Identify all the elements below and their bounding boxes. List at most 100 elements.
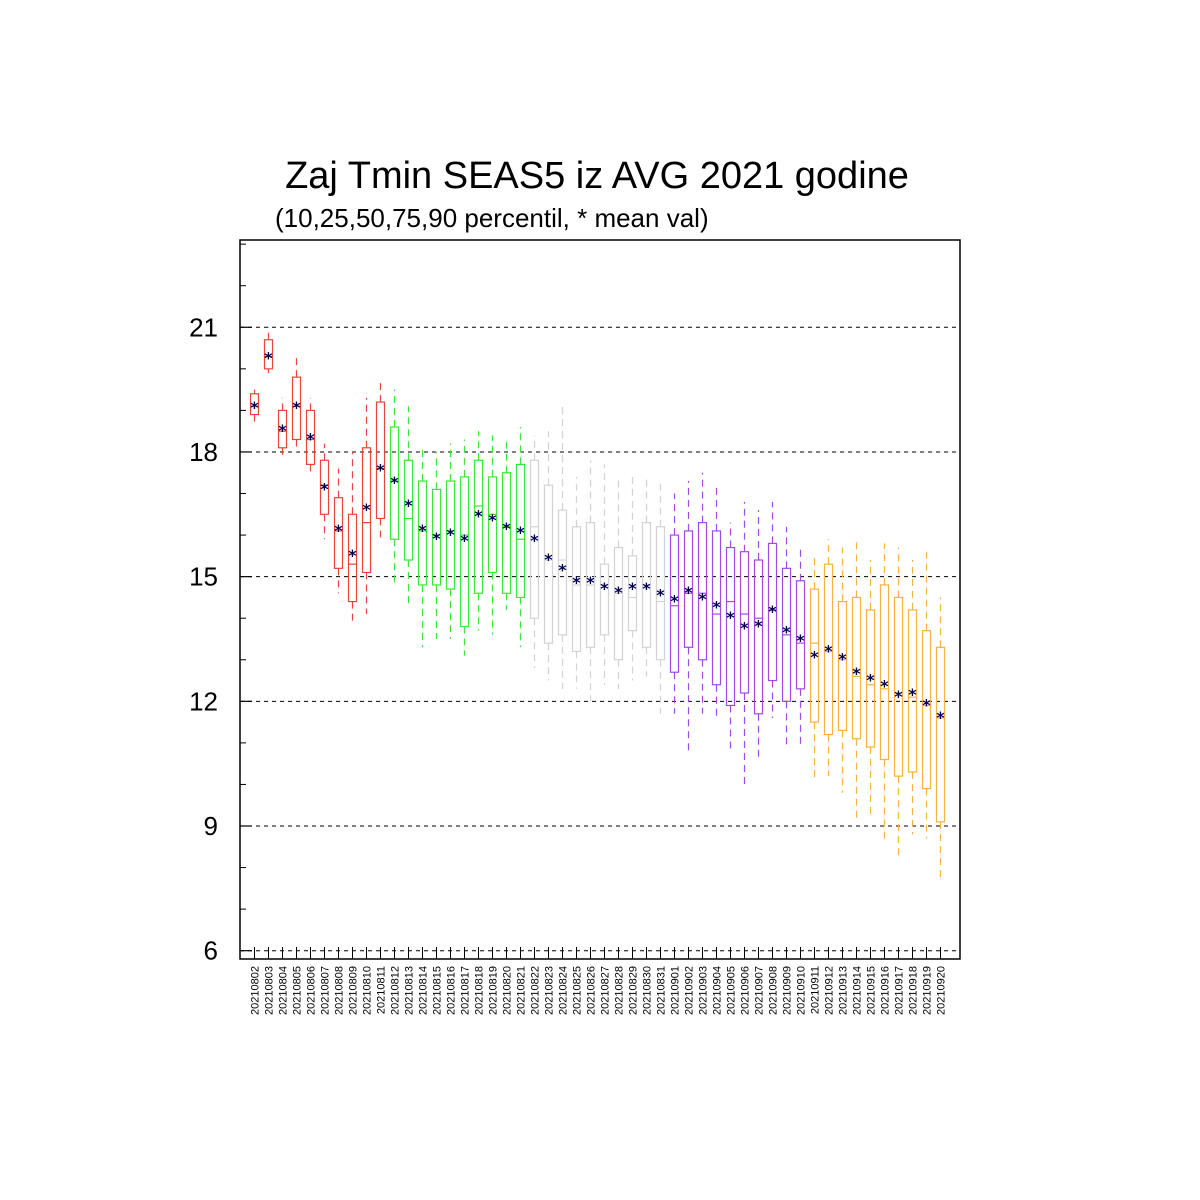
box-iqr (375, 401, 386, 520)
x-tick-label: 20210831 (656, 966, 668, 1015)
mean-marker-20210903: * (698, 589, 708, 608)
box-20210918 (907, 560, 918, 835)
box-iqr (249, 393, 260, 416)
y-tick-label: 21 (189, 312, 218, 342)
x-tick-label: 20210819 (488, 966, 500, 1015)
box-iqr (361, 447, 372, 574)
mean-marker-20210824: * (558, 560, 568, 579)
x-tick-label: 20210918 (908, 966, 920, 1015)
box-20210804 (277, 397, 288, 457)
box-20210823 (543, 431, 554, 681)
mean-marker-20210810: * (362, 500, 372, 519)
box-20210919 (921, 551, 932, 839)
x-tick-label: 20210808 (334, 966, 346, 1015)
box-iqr (557, 509, 568, 636)
x-tick-label: 20210821 (516, 966, 528, 1015)
box-20210807 (319, 443, 330, 540)
means-layer: ************* * * ** * * * **** * * * * * * * * * *** *** *… (250, 348, 946, 727)
box-20210914 (851, 539, 862, 818)
x-tick-label: 20210811 (376, 966, 388, 1014)
plot-frame (239, 239, 961, 960)
mean-marker-20210917: * (894, 687, 904, 706)
mean-marker-20210828: * (614, 583, 624, 602)
box-iqr (893, 596, 904, 777)
box-iqr (543, 484, 554, 644)
x-tick-label: 20210907 (754, 966, 766, 1015)
boxes-layer (249, 327, 946, 881)
mean-marker-20210804: * (278, 421, 288, 440)
x-tick-label: 20210823 (544, 966, 556, 1015)
box-20210812 (389, 389, 400, 585)
box-20210915 (865, 560, 876, 818)
mean-marker-20210821: * (516, 523, 526, 542)
box-20210810 (361, 397, 372, 615)
box-20210818 (473, 431, 484, 631)
x-tick-label: 20210816 (446, 966, 458, 1015)
box-20210805 (291, 356, 302, 452)
box-iqr (767, 542, 778, 682)
box-iqr (263, 339, 274, 370)
mean-marker-20210904: * (712, 598, 722, 617)
box-20210830 (641, 476, 652, 677)
y-tick-label: 6 (204, 936, 218, 966)
mean-marker-20210815: * (432, 529, 442, 548)
mean-marker-20210908: * (768, 602, 778, 621)
box-iqr (907, 609, 918, 773)
box-iqr (865, 609, 876, 748)
box-20210905 (725, 522, 736, 752)
x-tick-label: 20210920 (936, 966, 948, 1015)
box-iqr (935, 646, 946, 823)
x-tick-label: 20210814 (418, 966, 430, 1015)
mean-marker-20210818: * (474, 506, 484, 525)
x-tick-label: 20210830 (642, 966, 654, 1015)
mean-marker-20210813: * (404, 496, 414, 515)
mean-marker-20210803: * (264, 348, 274, 367)
box-iqr (305, 409, 316, 466)
box-iqr (459, 476, 470, 628)
mean-marker-20210827: * (600, 579, 610, 598)
mean-marker-20210807: * (320, 479, 330, 498)
box-20210811 (375, 381, 386, 540)
box-20210904 (711, 485, 722, 718)
mean-marker-20210920: * (936, 708, 946, 727)
mean-marker-20210819: * (488, 510, 498, 529)
box-20210817 (459, 439, 470, 656)
mean-marker-20210912: * (824, 641, 834, 660)
x-tick-label: 20210901 (670, 966, 682, 1015)
y-tick-label: 9 (204, 811, 218, 841)
x-tick-label: 20210919 (922, 966, 934, 1015)
box-iqr (837, 600, 848, 732)
box-20210829 (627, 472, 638, 681)
box-20210825 (571, 476, 582, 689)
box-iqr (697, 522, 708, 661)
mean-marker-20210831: * (656, 585, 666, 604)
x-tick-label: 20210829 (628, 966, 640, 1015)
x-tick-label: 20210804 (278, 966, 290, 1015)
box-iqr (627, 555, 638, 632)
x-tick-label: 20210916 (880, 966, 892, 1015)
mean-marker-20210913: * (838, 650, 848, 669)
box-iqr (879, 584, 890, 761)
x-tick-label: 20210903 (698, 966, 710, 1015)
x-tick-label: 20210825 (572, 966, 584, 1015)
mean-marker-20210918: * (908, 685, 918, 704)
mean-marker-20210911: * (810, 648, 820, 667)
box-iqr (613, 546, 624, 661)
x-tick-label: 20210802 (250, 966, 262, 1015)
mean-marker-20210915: * (866, 670, 876, 689)
mean-marker-20210802: * (250, 398, 260, 417)
box-iqr (515, 463, 526, 599)
box-20210831 (655, 481, 666, 714)
box-iqr (571, 526, 582, 653)
mean-marker-20210909: * (782, 623, 792, 642)
x-tick-label: 20210818 (474, 966, 486, 1015)
x-tick-label: 20210820 (502, 966, 514, 1015)
x-tick-label: 20210805 (292, 966, 304, 1015)
box-20210906 (739, 501, 750, 789)
x-tick-label: 20210807 (320, 966, 332, 1015)
box-20210824 (557, 406, 568, 689)
mean-marker-20210914: * (852, 664, 862, 683)
mean-marker-20210829: * (628, 579, 638, 598)
box-20210814 (417, 447, 428, 648)
x-tick-label: 20210917 (894, 966, 906, 1015)
